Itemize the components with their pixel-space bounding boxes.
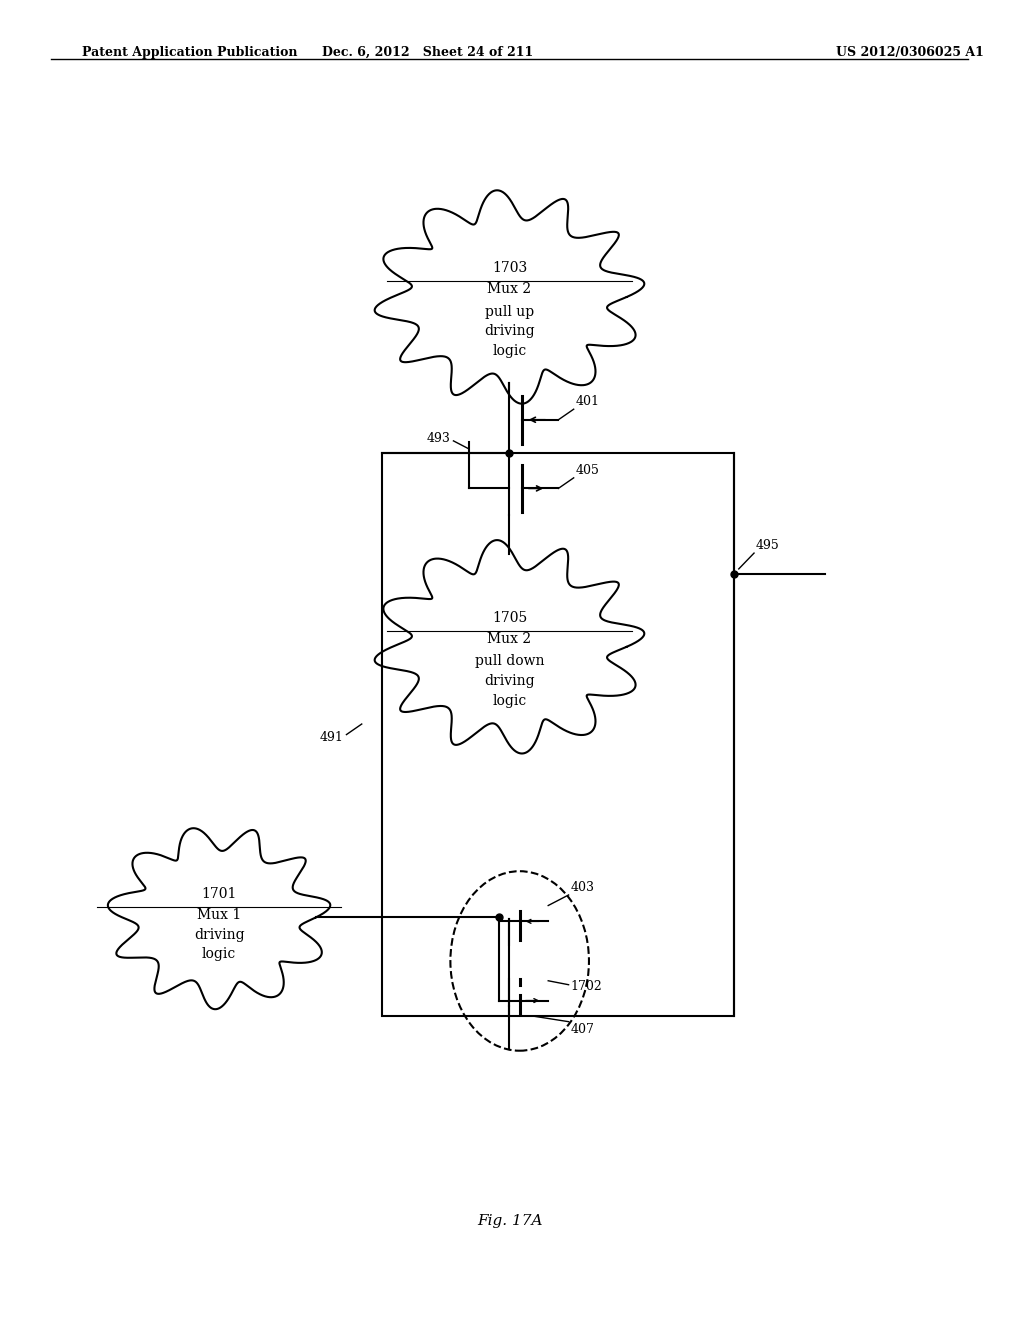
Text: pull up: pull up [485, 305, 535, 318]
Text: driving: driving [484, 325, 535, 338]
Text: Dec. 6, 2012   Sheet 24 of 211: Dec. 6, 2012 Sheet 24 of 211 [323, 46, 534, 59]
Text: 405: 405 [575, 463, 600, 477]
Text: logic: logic [493, 694, 526, 708]
Text: driving: driving [194, 928, 245, 941]
Text: 401: 401 [575, 395, 600, 408]
Text: driving: driving [484, 675, 535, 688]
Text: 1703: 1703 [492, 261, 527, 275]
Text: Mux 2: Mux 2 [487, 632, 531, 645]
Text: 1702: 1702 [570, 979, 602, 993]
Text: 495: 495 [756, 539, 780, 552]
Text: logic: logic [493, 345, 526, 358]
Text: 403: 403 [570, 880, 595, 894]
Text: pull down: pull down [475, 655, 544, 668]
Text: logic: logic [202, 948, 237, 961]
Text: Mux 1: Mux 1 [197, 908, 242, 921]
Text: 407: 407 [570, 1023, 595, 1036]
Text: 491: 491 [319, 731, 343, 743]
Text: Mux 2: Mux 2 [487, 282, 531, 296]
Text: 1705: 1705 [492, 611, 527, 624]
Text: Patent Application Publication: Patent Application Publication [82, 46, 297, 59]
Text: Fig. 17A: Fig. 17A [477, 1214, 543, 1228]
Bar [382, 453, 733, 1016]
Text: 1701: 1701 [202, 887, 237, 900]
Text: US 2012/0306025 A1: US 2012/0306025 A1 [836, 46, 983, 59]
Text: 493: 493 [427, 432, 451, 445]
